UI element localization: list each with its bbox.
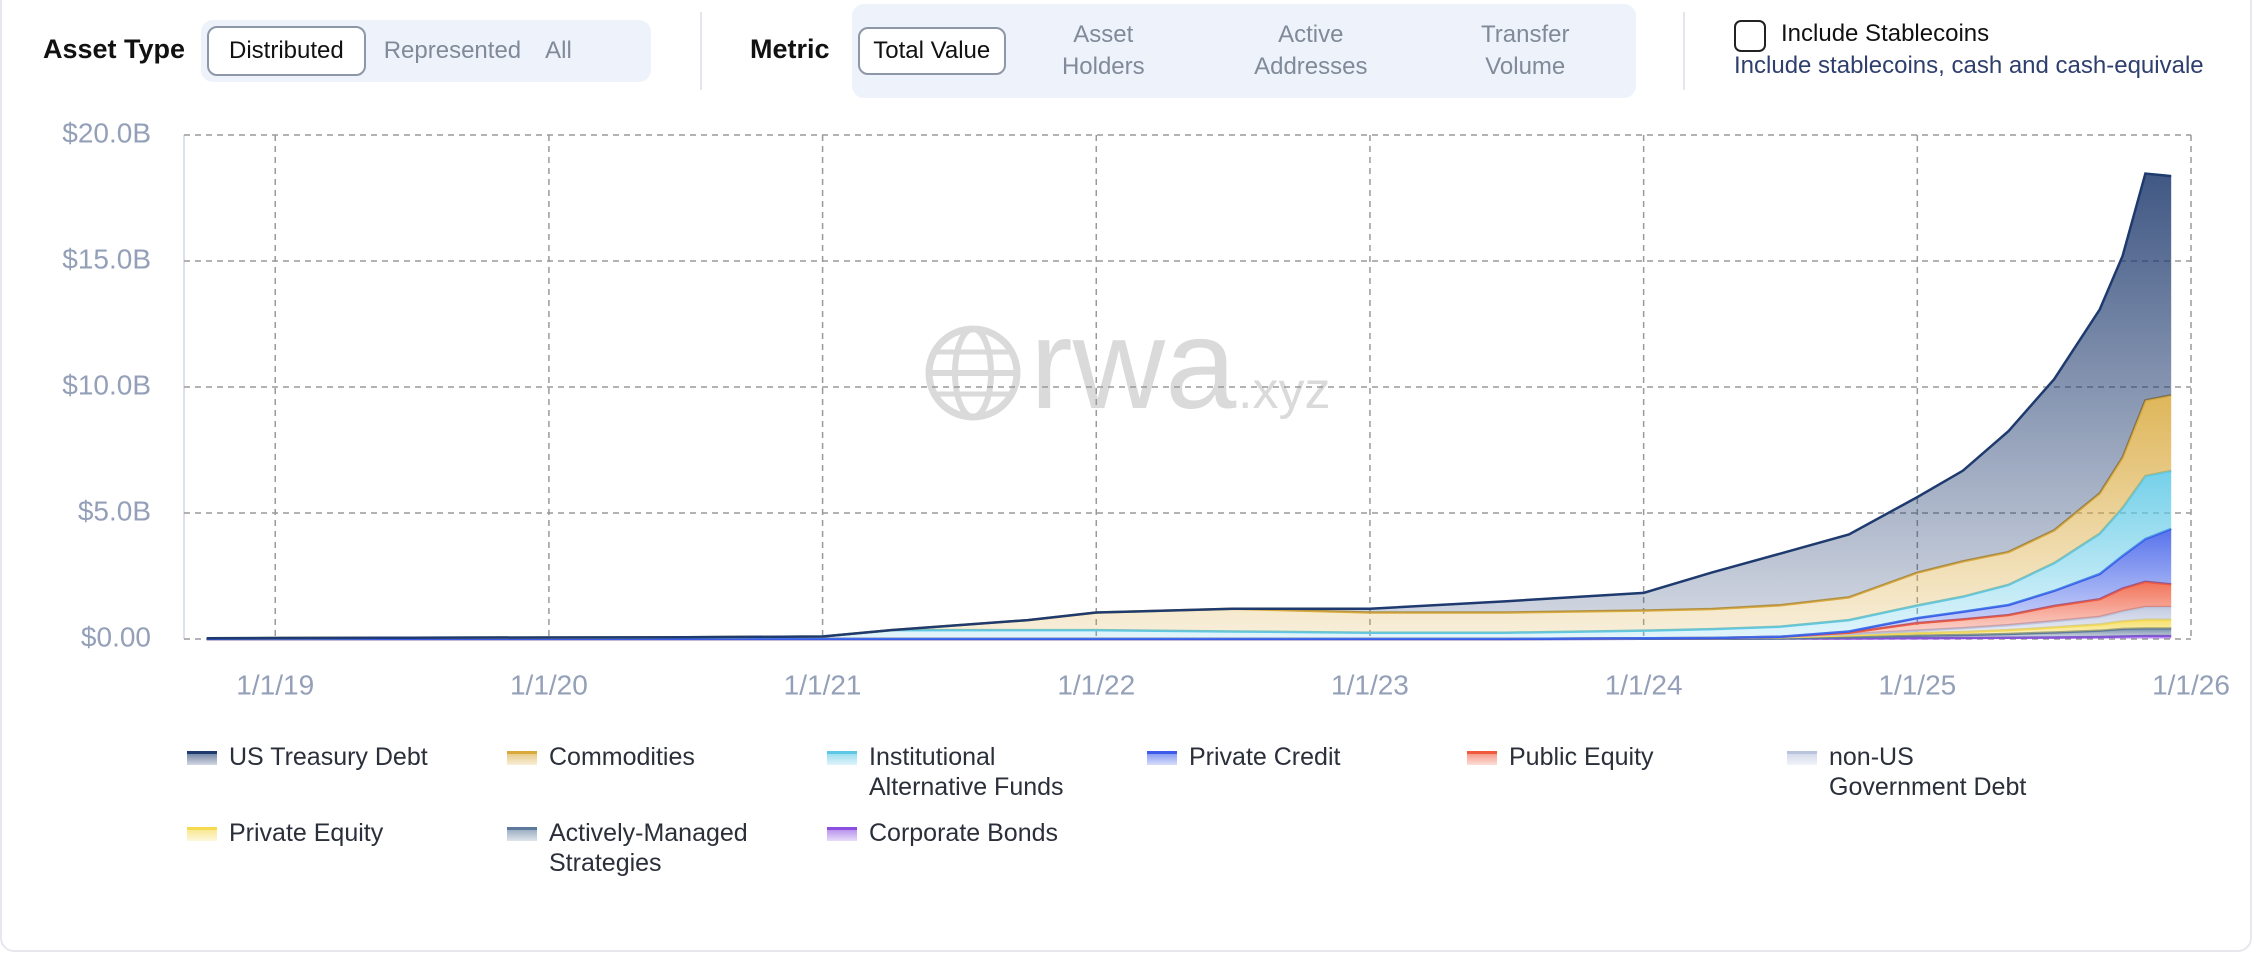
- asset-type-group: Distributed Represented All: [201, 20, 651, 82]
- x-tick-label: 1/1/20: [510, 669, 588, 700]
- plot: $0.00 $5.0B $10.0B $15.0B $20.0B 1/1/19 1/1/20…: [62, 117, 2230, 700]
- x-tick-label: 1/1/23: [1331, 669, 1409, 700]
- legend-swatch: [187, 751, 217, 765]
- legend-label: Institutional Alternative Funds: [869, 743, 1064, 801]
- option-button[interactable]: Distributed: [207, 26, 366, 76]
- asset-type-label: Asset Type: [43, 34, 186, 64]
- legend-item[interactable]: Public Equity: [1467, 742, 1787, 802]
- legend-item[interactable]: US Treasury Debt: [187, 742, 507, 802]
- option-button[interactable]: All: [545, 37, 572, 64]
- y-tick-label: $5.0B: [78, 495, 151, 526]
- area-line: [206, 172, 2172, 640]
- legend-label: non-US Government Debt: [1829, 743, 2027, 801]
- divider: [1683, 12, 1685, 90]
- watermark-text: rwa: [1030, 293, 1237, 436]
- legend: US Treasury Debt Commodities Institutional…: [187, 742, 2107, 878]
- legend-swatch: [507, 751, 537, 765]
- legend-item[interactable]: Commodities: [507, 742, 827, 802]
- legend-item[interactable]: Institutional Alternative Funds: [827, 742, 1147, 802]
- x-tick-label: 1/1/26: [2152, 669, 2230, 700]
- option-button[interactable]: Represented: [383, 37, 522, 64]
- x-tick-label: 1/1/22: [1057, 669, 1135, 700]
- legend-item[interactable]: Actively-Managed Strategies: [507, 818, 827, 878]
- y-tick-label: $15.0B: [62, 243, 151, 274]
- x-tick-label: 1/1/19: [236, 669, 314, 700]
- legend-swatch: [827, 827, 857, 841]
- legend-label: Public Equity: [1509, 743, 1654, 771]
- x-tick-label: 1/1/25: [1878, 669, 1956, 700]
- checkbox-description: Include stablecoins, cash and cash-equiv…: [1734, 52, 2204, 79]
- x-tick-label: 1/1/24: [1605, 669, 1683, 700]
- option-button[interactable]: Total Value: [858, 27, 1006, 75]
- y-tick-label: $0.00: [81, 621, 151, 652]
- legend-swatch: [827, 751, 857, 765]
- watermark-suffix: .xyz: [1238, 362, 1330, 420]
- legend-swatch: [1467, 751, 1497, 765]
- checkbox[interactable]: [1734, 20, 1766, 52]
- y-tick-label: $20.0B: [62, 117, 151, 148]
- legend-swatch: [507, 827, 537, 841]
- option-button[interactable]: Transfer Volume: [1481, 21, 1570, 80]
- legend-label: Actively-Managed Strategies: [549, 819, 748, 877]
- legend-swatch: [187, 827, 217, 841]
- legend-item[interactable]: Private Credit: [1147, 742, 1467, 802]
- option-button[interactable]: Active Addresses: [1254, 21, 1368, 80]
- legend-swatch: [1147, 751, 1177, 765]
- option-button[interactable]: Asset Holders: [1061, 21, 1145, 80]
- legend-item[interactable]: non-US Government Debt: [1787, 742, 2107, 802]
- legend-label: US Treasury Debt: [229, 743, 428, 771]
- checkbox-label[interactable]: Include Stablecoins: [1781, 20, 1990, 47]
- legend-item[interactable]: Private Equity: [187, 818, 507, 878]
- legend-label: Commodities: [549, 743, 695, 771]
- metric-group: Total Value Asset Holders Active Address…: [852, 4, 1636, 98]
- legend-label: Private Credit: [1189, 743, 1341, 771]
- x-tick-label: 1/1/21: [784, 669, 862, 700]
- metric-label: Metric: [750, 34, 830, 64]
- y-tick-label: $10.0B: [62, 369, 151, 400]
- legend-swatch: [1787, 751, 1817, 765]
- watermark: rwa .xyz: [925, 293, 1330, 436]
- divider: [700, 12, 702, 90]
- legend-item[interactable]: Corporate Bonds: [827, 818, 1147, 878]
- legend-label: Private Equity: [229, 819, 384, 847]
- legend-label: Corporate Bonds: [869, 819, 1059, 847]
